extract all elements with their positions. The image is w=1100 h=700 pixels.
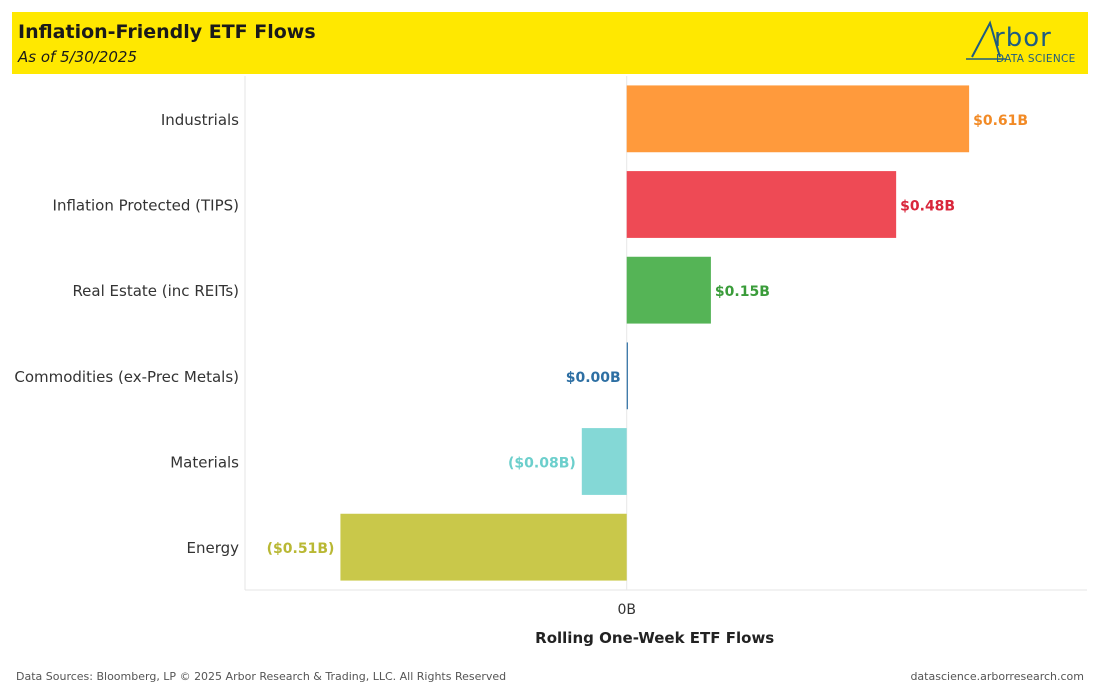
data-label: ($0.51B) bbox=[267, 541, 335, 557]
bar-4 bbox=[581, 428, 627, 495]
data-label: $0.61B bbox=[973, 113, 1028, 129]
category-label: Materials bbox=[170, 454, 239, 472]
bar-2 bbox=[626, 256, 711, 324]
bar-3 bbox=[626, 342, 628, 410]
data-label: ($0.08B) bbox=[508, 456, 576, 472]
footer-sources: Data Sources: Bloomberg, LP © 2025 Arbor… bbox=[16, 670, 507, 683]
logo-word: rbor bbox=[994, 23, 1052, 53]
logo-subtitle: DATA SCIENCE bbox=[996, 53, 1076, 65]
arbor-logo-mark-icon bbox=[966, 20, 1006, 60]
bar-chart: Industrials $0.61B Inflation Protected (TI… bbox=[14, 76, 1087, 647]
header-banner: Inflation-Friendly ETF Flows As of 5/30/… bbox=[12, 12, 1088, 74]
chart-area: Industrials $0.61B Inflation Protected (TI… bbox=[0, 76, 1100, 656]
category-label: Inflation Protected (TIPS) bbox=[53, 197, 239, 215]
chart-subtitle: As of 5/30/2025 bbox=[18, 48, 137, 66]
bar-1 bbox=[626, 171, 897, 238]
category-label: Real Estate (inc REITs) bbox=[72, 282, 239, 300]
category-label: Energy bbox=[186, 539, 239, 557]
category-label: Industrials bbox=[161, 111, 239, 129]
data-label: $0.00B bbox=[566, 370, 621, 386]
category-label: Commodities (ex-Prec Metals) bbox=[14, 368, 239, 386]
bar-0 bbox=[626, 85, 970, 153]
footer-url[interactable]: datascience.arborresearch.com bbox=[910, 670, 1084, 683]
x-tick-label: 0B bbox=[617, 602, 636, 618]
data-label: $0.15B bbox=[715, 284, 770, 300]
data-label: $0.48B bbox=[900, 199, 955, 215]
chart-title: Inflation-Friendly ETF Flows bbox=[18, 21, 316, 43]
bar-5 bbox=[340, 513, 627, 581]
x-axis-title: Rolling One-Week ETF Flows bbox=[535, 629, 774, 647]
arbor-logo: rbor DATA SCIENCE bbox=[966, 17, 1078, 71]
